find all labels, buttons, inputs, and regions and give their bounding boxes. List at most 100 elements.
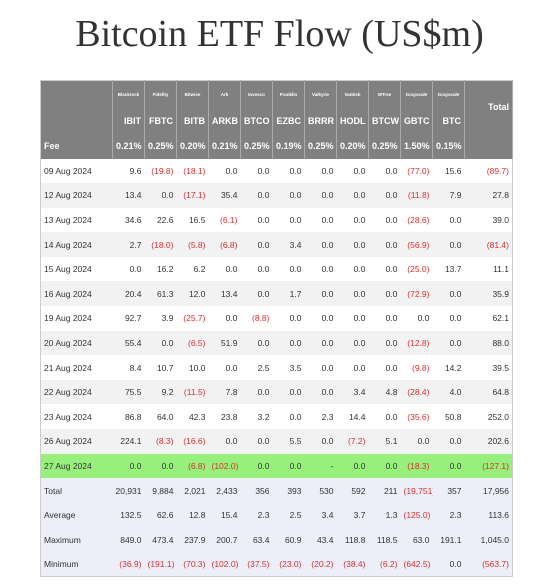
cell: 0.0 [449, 214, 462, 225]
row-label: 14 Aug 2024 [44, 239, 92, 250]
cell: (6.2) [380, 559, 398, 570]
cell: 0.0 [289, 411, 302, 422]
row-label: 12 Aug 2024 [44, 190, 92, 201]
cell: 0.0 [321, 362, 334, 373]
table-row: 20 Aug 2024 55.4 0.0 (6.5) 51.9 0.0 0.0 0.0 0.0 0… [40, 330, 513, 356]
cell: 0.0 [353, 165, 366, 176]
issuer: Grayscale [400, 80, 433, 109]
cell: 0.0 [257, 387, 270, 398]
cell: 0.0 [449, 559, 462, 570]
ticker: HODL [336, 108, 369, 134]
table-row: 26 Aug 2024 224.1 (8.3) (16.6) 0.0 0.0 5.5 0.0 (… [40, 429, 513, 454]
cell: 10.0 [188, 362, 206, 373]
ticker: BRRR [304, 108, 337, 134]
cell: 0.0 [385, 239, 398, 250]
cell: 2.5 [289, 510, 302, 521]
cell: (19,751) [403, 485, 433, 496]
cell: 0.0 [385, 411, 398, 422]
cell: 0.0 [385, 264, 398, 275]
fee: 0.20% [336, 133, 369, 159]
row-label: 21 Aug 2024 [44, 362, 92, 373]
cell: (191.1) [147, 559, 175, 570]
cell: 0.0 [289, 165, 302, 176]
cell: (6.8) [188, 460, 206, 471]
cell: 0.0 [225, 165, 238, 176]
cell: (6.1) [220, 214, 238, 225]
cell: 17,956 [483, 485, 509, 496]
issuer: Blackrock [112, 80, 145, 109]
cell: 75.5 [124, 387, 142, 398]
cell: (127.1) [482, 460, 509, 471]
cell: 9.2 [161, 387, 174, 398]
row-label: 15 Aug 2024 [44, 264, 92, 275]
row-label: 23 Aug 2024 [44, 411, 92, 422]
issuer: Franklin [272, 80, 305, 109]
cell: 0.0 [353, 362, 366, 373]
cell: 113.6 [488, 510, 509, 521]
cell: 0.0 [257, 239, 270, 250]
cell: (38.4) [343, 559, 366, 570]
summary-rows: Total 20,931 9,884 2,021 2,433 356 393 530 592 21… [40, 478, 513, 577]
cell: 0.0 [129, 264, 142, 275]
cell: 0.0 [385, 165, 398, 176]
cell: (20.2) [311, 559, 334, 570]
cell: 9,884 [152, 485, 174, 496]
cell: 0.0 [449, 239, 462, 250]
cell: 5.1 [385, 436, 398, 447]
cell: 10.7 [156, 362, 174, 373]
cell: (28.4) [407, 387, 430, 398]
ticker: BTC [432, 108, 465, 134]
cell: 0.0 [385, 214, 398, 225]
cell: 7.8 [225, 387, 238, 398]
cell: (25.7) [183, 313, 206, 324]
cell: (5.8) [188, 239, 206, 250]
cell: 2.3 [321, 411, 334, 422]
cell: 200.7 [216, 534, 238, 545]
row-label: 19 Aug 2024 [44, 313, 92, 324]
cell: (23.0) [279, 559, 302, 570]
cell: (36.9) [119, 559, 142, 570]
cell: 0.0 [449, 436, 462, 447]
issuer: Fidelity [144, 80, 177, 109]
cell: 0.0 [353, 460, 366, 471]
ticker: BTCO [240, 108, 273, 134]
cell: 0.0 [385, 362, 398, 373]
table-row: Total 20,931 9,884 2,021 2,433 356 393 530 592 21… [40, 478, 513, 503]
cell: 0.0 [321, 239, 334, 250]
table-header: Blackrock Fidelity Bitwise Ark Invesco Frankl… [40, 80, 513, 159]
cell: 0.0 [257, 214, 270, 225]
row-label: 27 Aug 2024 [44, 460, 92, 471]
cell: 92.7 [124, 313, 142, 324]
cell: (37.5) [247, 559, 270, 570]
cell: (8.8) [252, 313, 270, 324]
cell: 1.3 [385, 510, 398, 521]
cell: 2,433 [216, 485, 238, 496]
cell: 0.0 [289, 460, 302, 471]
cell: 4.8 [385, 387, 398, 398]
fee: 0.21% [208, 133, 241, 159]
cell: 62.1 [492, 313, 509, 324]
cell: 211 [383, 485, 398, 496]
cell: 0.0 [321, 436, 334, 447]
cell: 0.0 [449, 337, 462, 348]
fee: 0.15% [432, 133, 465, 159]
cell: (18.0) [151, 239, 174, 250]
cell: (17.1) [183, 190, 206, 201]
cell: 0.0 [321, 190, 334, 201]
table-row: 19 Aug 2024 92.7 3.9 (25.7) 0.0 (8.8) 0.0 0.0 0.… [41, 306, 513, 331]
cell: 0.0 [161, 337, 174, 348]
table-row: 16 Aug 2024 20.4 61.3 12.0 13.4 0.0 1.7 0.0 0.0 0… [40, 281, 513, 307]
cell: 3.2 [257, 411, 270, 422]
issuer: WTree [368, 80, 401, 109]
cell: 0.0 [385, 313, 398, 324]
fee-label: Fee [40, 133, 113, 159]
cell: 13.7 [444, 264, 462, 275]
cell: 0.0 [417, 313, 430, 324]
cell: (77.0) [407, 165, 430, 176]
cell: 13.4 [220, 288, 238, 299]
fee: 0.20% [176, 133, 209, 159]
cell: 5.5 [289, 436, 302, 447]
cell: (102.0) [211, 460, 239, 471]
row-label: 26 Aug 2024 [44, 436, 92, 447]
